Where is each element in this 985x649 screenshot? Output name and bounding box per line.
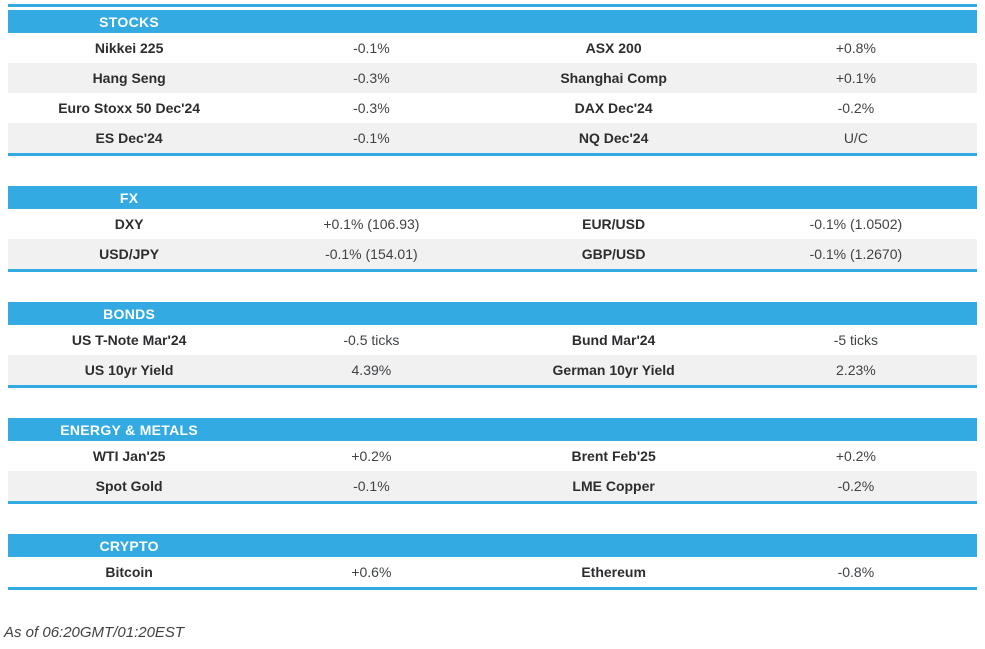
instrument-value: +0.1% (106.93) [323,216,420,232]
instrument-label: GBP/USD [581,246,646,262]
instrument-label: DAX Dec'24 [574,100,653,116]
section-header: ENERGY & METALS [8,418,977,441]
instrument-label: Bund Mar'24 [571,332,656,348]
section-rows: DXY +0.1% (106.93) EUR/USD -0.1% (1.0502) US… [8,209,977,269]
instrument-value: -0.1% (1.2670) [809,246,903,262]
table-row: US 10yr Yield 4.39% German 10yr Yield 2.23% [8,355,977,385]
instrument-value: -0.1% (154.01) [325,246,418,262]
market-table-sections: STOCKS Nikkei 225 -0.1% ASX 200 +0.8% Hang S… [8,10,977,590]
instrument-label: German 10yr Yield [552,362,675,378]
section-header: STOCKS [8,10,977,33]
table-row: Euro Stoxx 50 Dec'24 -0.3% DAX Dec'24 -0.2% [8,93,977,123]
section-title: FX [119,189,139,206]
instrument-label: NQ Dec'24 [578,130,649,146]
instrument-value: +0.2% [351,448,392,464]
section-rows: Bitcoin +0.6% Ethereum -0.8% [8,557,977,587]
instrument-label: US T-Note Mar'24 [71,332,187,348]
instrument-value: -0.3% [353,70,390,86]
instrument-label: ES Dec'24 [95,130,163,146]
instrument-label: Ethereum [581,564,646,580]
instrument-label: Brent Feb'25 [571,448,656,464]
instrument-value: +0.8% [835,40,876,56]
instrument-label: WTI Jan'25 [92,448,166,464]
instrument-value: U/C [843,130,868,146]
as-of-timestamp: As of 06:20GMT/01:20EST [4,624,185,641]
instrument-label: Hang Seng [92,70,166,86]
table-row: WTI Jan'25 +0.2% Brent Feb'25 +0.2% [8,441,977,471]
section-header: FX [8,186,977,209]
instrument-value: -0.1% (1.0502) [809,216,903,232]
table-row: ES Dec'24 -0.1% NQ Dec'24 U/C [8,123,977,153]
table-row: USD/JPY -0.1% (154.01) GBP/USD -0.1% (1.267… [8,239,977,269]
section-bottom-rule [8,269,977,272]
section-rows: WTI Jan'25 +0.2% Brent Feb'25 +0.2% Spot Gol… [8,441,977,501]
instrument-label: ASX 200 [585,40,642,56]
instrument-label: USD/JPY [99,246,160,262]
section-title: STOCKS [99,13,160,30]
table-row: DXY +0.1% (106.93) EUR/USD -0.1% (1.0502) [8,209,977,239]
instrument-value: -0.5 ticks [343,332,400,348]
section-bottom-rule [8,385,977,388]
instrument-value: -0.2% [837,100,875,116]
market-section: CRYPTO Bitcoin +0.6% Ethereum -0.8% [8,534,977,590]
top-rule [8,4,977,7]
instrument-label: Spot Gold [95,478,163,494]
instrument-label: Shanghai Comp [560,70,667,86]
instrument-value: +0.6% [351,564,392,580]
section-title: BONDS [103,305,156,322]
instrument-value: +0.1% [835,70,876,86]
market-section: ENERGY & METALS WTI Jan'25 +0.2% Brent Feb… [8,418,977,504]
section-bottom-rule [8,153,977,156]
section-title: ENERGY & METALS [60,421,199,438]
table-row: Bitcoin +0.6% Ethereum -0.8% [8,557,977,587]
table-row: Nikkei 225 -0.1% ASX 200 +0.8% [8,33,977,63]
section-header: BONDS [8,302,977,325]
market-table: STOCKS Nikkei 225 -0.1% ASX 200 +0.8% Hang S… [4,4,977,641]
section-rows: Nikkei 225 -0.1% ASX 200 +0.8% Hang Seng -0.3… [8,33,977,153]
market-section: STOCKS Nikkei 225 -0.1% ASX 200 +0.8% Hang S… [8,10,977,156]
instrument-label: EUR/USD [582,216,646,232]
instrument-value: +0.2% [835,448,876,464]
instrument-value: -0.1% [353,478,390,494]
instrument-label: Bitcoin [105,564,153,580]
market-section: FX DXY +0.1% (106.93) EUR/USD -0.1% (1.0502… [8,186,977,272]
instrument-label: LME Copper [572,478,655,494]
instrument-value: -0.1% [353,40,390,56]
instrument-label: DXY [114,216,144,232]
instrument-value: -0.8% [837,564,875,580]
section-header: CRYPTO [8,534,977,557]
instrument-value: -0.2% [837,478,875,494]
instrument-label: Euro Stoxx 50 Dec'24 [58,100,201,116]
section-title: CRYPTO [99,537,159,554]
instrument-label: Nikkei 225 [94,40,164,56]
table-row: Hang Seng -0.3% Shanghai Comp +0.1% [8,63,977,93]
section-rows: US T-Note Mar'24 -0.5 ticks Bund Mar'24 -5 … [8,325,977,385]
instrument-value: 2.23% [836,362,876,378]
table-row: US T-Note Mar'24 -0.5 ticks Bund Mar'24 -5 … [8,325,977,355]
section-bottom-rule [8,587,977,590]
instrument-value: -0.3% [353,100,390,116]
instrument-value: -5 ticks [833,332,879,348]
table-row: Spot Gold -0.1% LME Copper -0.2% [8,471,977,501]
instrument-label: US 10yr Yield [84,362,174,378]
instrument-value: 4.39% [351,362,392,378]
section-bottom-rule [8,501,977,504]
market-section: BONDS US T-Note Mar'24 -0.5 ticks Bund Mar… [8,302,977,388]
instrument-value: -0.1% [353,130,390,146]
